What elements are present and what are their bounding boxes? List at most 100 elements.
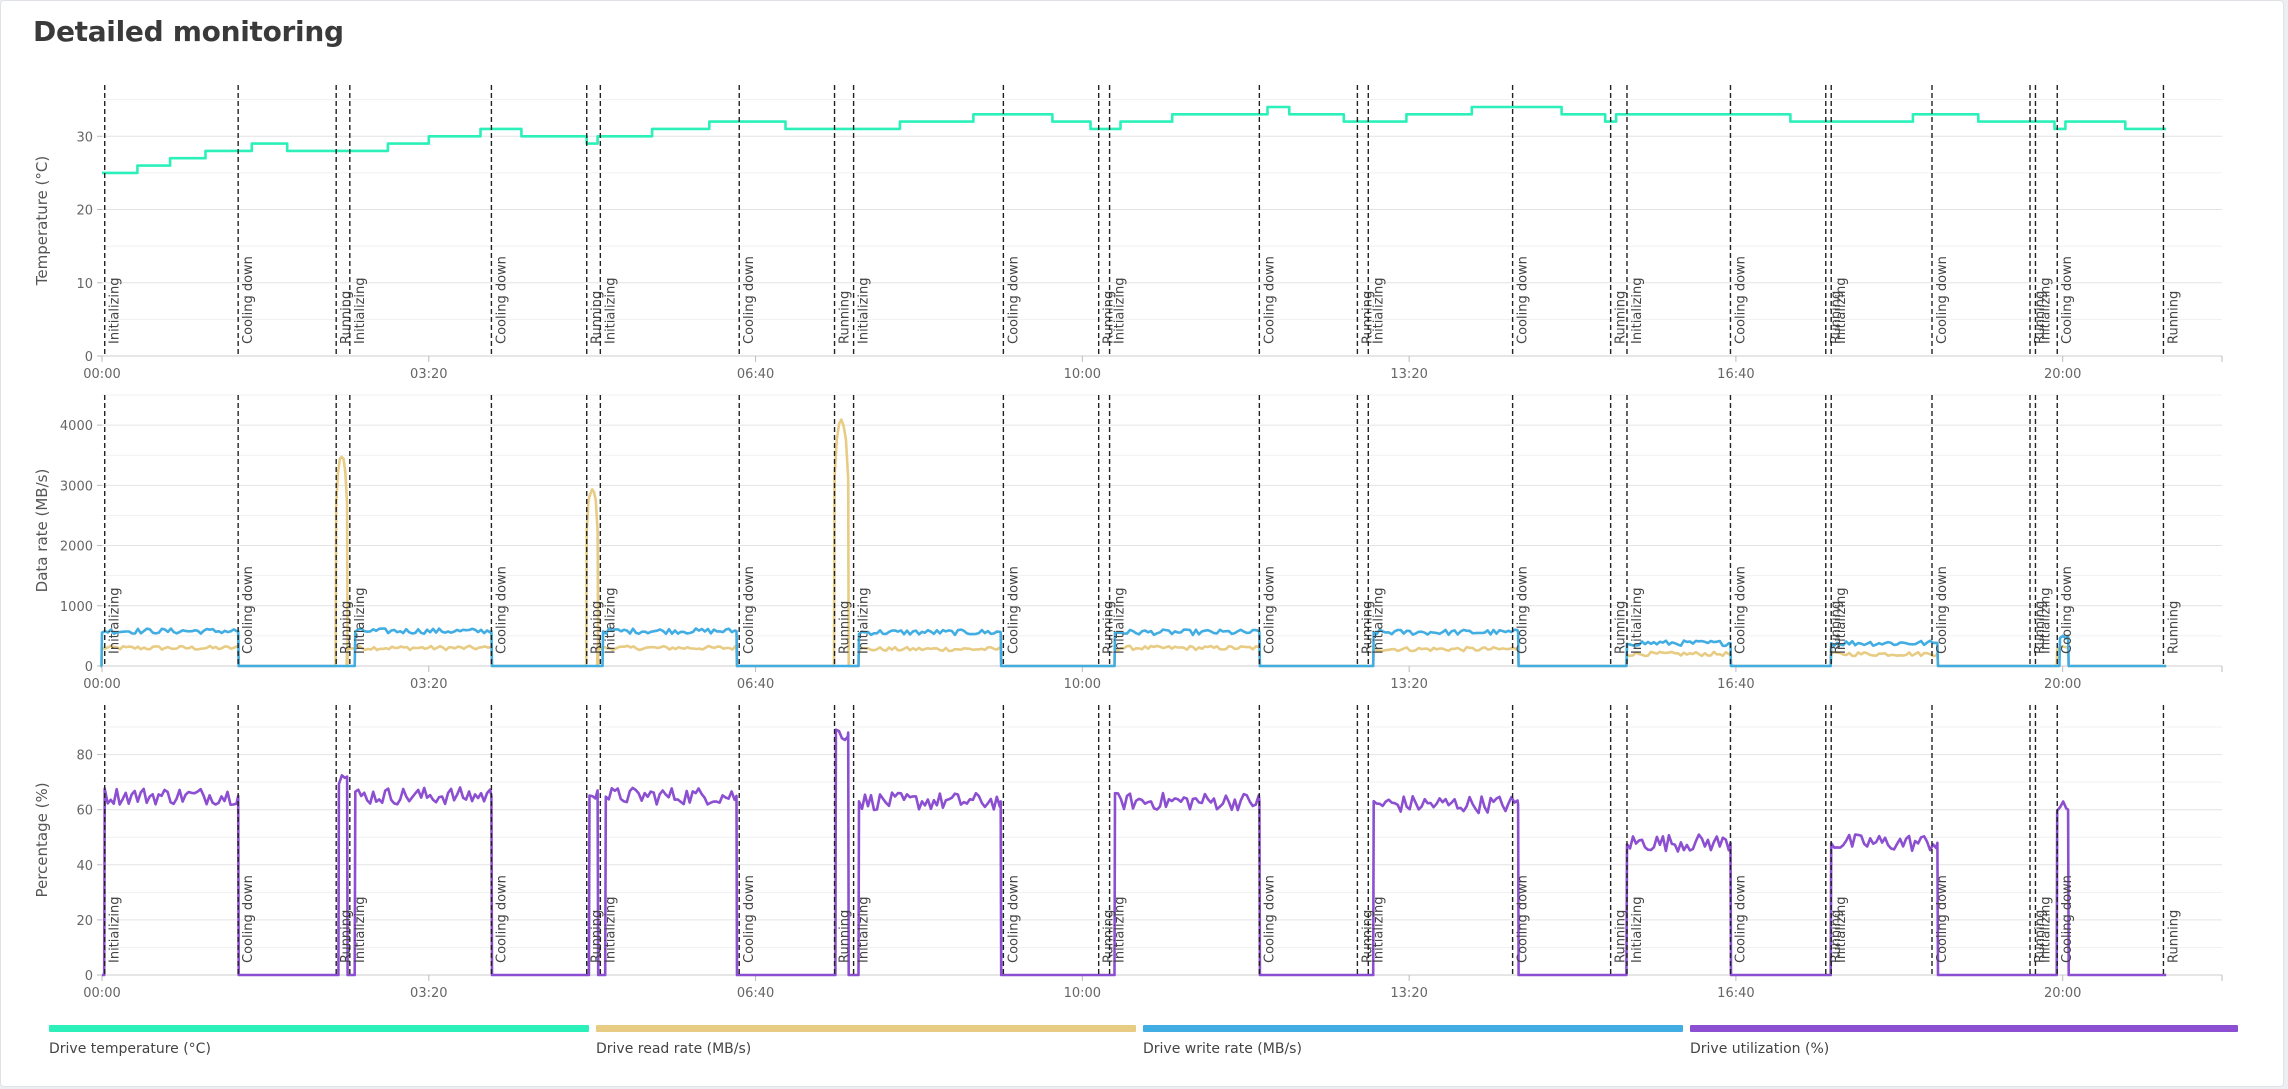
state-marker-label: Running — [1829, 601, 1844, 654]
legend-swatch — [1143, 1025, 1683, 1032]
state-marker-label: Cooling down — [1262, 566, 1277, 654]
x-tick-label: 06:40 — [737, 677, 774, 692]
state-marker-label: Running — [1614, 291, 1629, 344]
state-marker-label: Cooling down — [1262, 875, 1277, 963]
state-marker-label: Running — [1614, 601, 1629, 654]
state-marker-label: Initializing — [108, 896, 123, 963]
legend-label: Drive write rate (MB/s) — [1143, 1041, 1302, 1057]
state-marker-label: Initializing — [857, 277, 872, 344]
x-tick-label: 13:20 — [1390, 986, 1427, 1001]
state-marker-label: Initializing — [353, 896, 368, 963]
state-marker-label: Running — [2033, 910, 2048, 963]
y-tick-label: 0 — [85, 350, 93, 365]
legend-swatch — [49, 1025, 589, 1032]
state-marker-label: Running — [838, 910, 853, 963]
x-tick-label: 10:00 — [1064, 677, 1101, 692]
y-axis-label: Percentage (%) — [33, 782, 51, 897]
x-tick-label: 03:20 — [410, 367, 447, 382]
state-marker-label: Running — [1829, 291, 1844, 344]
y-tick-label: 10 — [76, 277, 93, 292]
state-marker-label: Cooling down — [1935, 256, 1950, 344]
legend-label: Drive temperature (°C) — [49, 1041, 211, 1057]
state-marker-label: Cooling down — [1006, 256, 1021, 344]
legend-label: Drive read rate (MB/s) — [596, 1041, 752, 1057]
state-marker-label: Running — [838, 291, 853, 344]
state-marker-label: Cooling down — [1733, 566, 1748, 654]
state-marker-label: Initializing — [1630, 277, 1645, 344]
state-marker-label: Cooling down — [2060, 875, 2075, 963]
state-marker-label: Initializing — [1371, 587, 1386, 654]
state-marker-label: Cooling down — [1935, 875, 1950, 963]
y-axis-label: Data rate (MB/s) — [33, 469, 51, 593]
state-marker-label: Initializing — [1113, 896, 1128, 963]
state-marker-label: Cooling down — [1262, 256, 1277, 344]
state-marker-label: Initializing — [108, 277, 123, 344]
state-marker-label: Cooling down — [1516, 256, 1531, 344]
state-marker-label: Cooling down — [494, 566, 509, 654]
series-line — [102, 105, 2167, 175]
state-marker-label: Initializing — [857, 587, 872, 654]
x-tick-label: 16:40 — [1717, 986, 1754, 1001]
y-tick-label: 0 — [85, 969, 93, 984]
state-marker-label: Cooling down — [742, 566, 757, 654]
x-tick-label: 06:40 — [737, 986, 774, 1001]
y-axis-label: Temperature (°C) — [33, 156, 51, 286]
page-title: Detailed monitoring — [33, 15, 344, 48]
state-marker-label: Initializing — [603, 896, 618, 963]
state-marker-label: Initializing — [1371, 277, 1386, 344]
state-marker-label: Initializing — [2038, 587, 2053, 654]
state-marker-label: Initializing — [1371, 896, 1386, 963]
y-tick-label: 60 — [76, 804, 93, 819]
x-tick-label: 10:00 — [1064, 367, 1101, 382]
x-tick-label: 20:00 — [2044, 677, 2081, 692]
x-tick-label: 10:00 — [1064, 986, 1101, 1001]
state-marker-label: Running — [1360, 910, 1375, 963]
state-marker-label: Running — [2033, 601, 2048, 654]
x-tick-label: 16:40 — [1717, 367, 1754, 382]
state-marker-label: Running — [2033, 291, 2048, 344]
state-marker-label: Cooling down — [494, 875, 509, 963]
state-marker-label: Running — [838, 601, 853, 654]
state-marker-label: Cooling down — [1935, 566, 1950, 654]
state-marker-label: Cooling down — [742, 875, 757, 963]
state-marker-label: Cooling down — [2060, 256, 2075, 344]
series-line — [100, 627, 2167, 668]
x-tick-label: 13:20 — [1390, 677, 1427, 692]
state-marker-label: Initializing — [353, 277, 368, 344]
y-tick-label: 20 — [76, 204, 93, 219]
y-tick-label: 4000 — [60, 419, 93, 434]
state-marker-label: Cooling down — [241, 256, 256, 344]
state-marker-label: Cooling down — [241, 566, 256, 654]
state-marker-label: Running — [2166, 291, 2181, 344]
state-marker-label: Cooling down — [241, 875, 256, 963]
state-marker-label: Initializing — [2038, 896, 2053, 963]
y-tick-label: 40 — [76, 859, 93, 874]
legend-swatch — [1690, 1025, 2238, 1032]
y-tick-label: 3000 — [60, 479, 93, 494]
y-tick-label: 80 — [76, 749, 93, 764]
state-marker-label: Initializing — [353, 587, 368, 654]
x-tick-label: 00:00 — [83, 986, 120, 1001]
chart-panel-3: 0 20 40 60 80 Percentage (%) 00:00 03:20 06:40 10… — [33, 705, 2223, 1001]
x-tick-label: 03:20 — [410, 986, 447, 1001]
y-tick-label: 1000 — [60, 600, 93, 615]
x-tick-label: 00:00 — [83, 367, 120, 382]
series-line — [100, 418, 2167, 668]
state-marker-label: Running — [2166, 910, 2181, 963]
state-marker-label: Cooling down — [2060, 566, 2075, 654]
state-marker-label: Cooling down — [1733, 256, 1748, 344]
state-marker-label: Cooling down — [494, 256, 509, 344]
state-marker-label: Initializing — [603, 587, 618, 654]
state-marker-label: Cooling down — [1006, 566, 1021, 654]
state-marker-label: Initializing — [1834, 277, 1849, 344]
state-marker-label: Running — [1102, 910, 1117, 963]
state-marker-label: Initializing — [1113, 587, 1128, 654]
state-marker-label: Cooling down — [1516, 566, 1531, 654]
chart-panel-2: 0 1000 2000 3000 4000 Data rate (MB/s) 00:00 03… — [33, 394, 2223, 692]
state-marker-label: Initializing — [1630, 896, 1645, 963]
x-tick-label: 13:20 — [1390, 367, 1427, 382]
x-tick-label: 03:20 — [410, 677, 447, 692]
state-marker-label: Cooling down — [742, 256, 757, 344]
state-marker-label: Cooling down — [1516, 875, 1531, 963]
chart-panel-1: 0 10 20 30 Temperature (°C) 00:00 03:20 06:40 10… — [33, 85, 2223, 382]
